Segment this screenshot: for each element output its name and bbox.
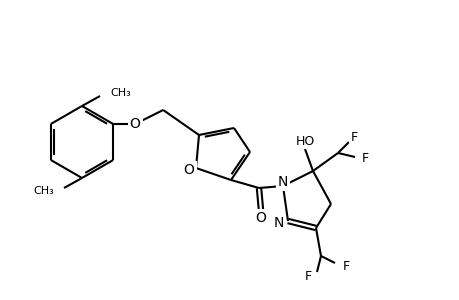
Text: N: N [273, 216, 283, 230]
Text: O: O [129, 117, 140, 131]
Text: F: F [304, 269, 311, 283]
Text: N: N [277, 175, 287, 189]
Text: F: F [361, 152, 368, 164]
Text: O: O [255, 211, 266, 225]
Text: F: F [342, 260, 349, 272]
Text: HO: HO [295, 134, 314, 148]
Text: CH₃: CH₃ [33, 186, 54, 196]
Text: O: O [183, 163, 194, 177]
Text: CH₃: CH₃ [110, 88, 130, 98]
Text: F: F [350, 130, 357, 143]
